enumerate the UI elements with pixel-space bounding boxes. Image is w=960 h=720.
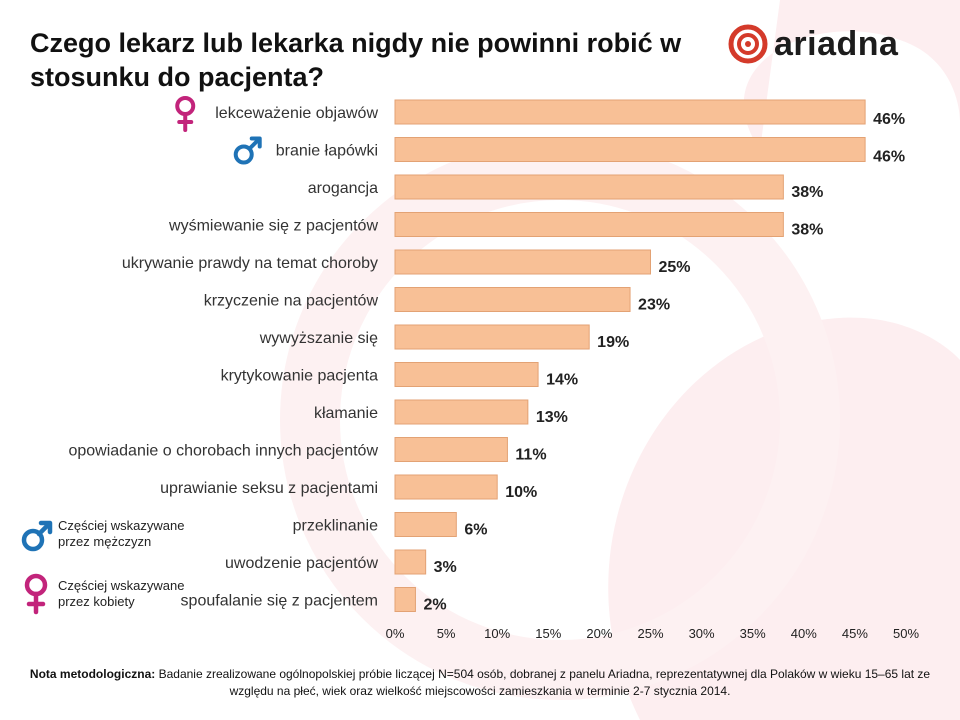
category-label: ukrywanie prawdy na temat choroby <box>122 255 378 272</box>
x-tick-label: 35% <box>740 626 766 641</box>
data-label: 46% <box>873 149 905 166</box>
data-label: 6% <box>464 522 487 539</box>
bar <box>394 587 416 612</box>
data-label: 3% <box>434 559 457 576</box>
category-label: uwodzenie pacjentów <box>225 555 378 572</box>
bar <box>394 249 651 275</box>
data-label: 13% <box>536 409 568 426</box>
bar <box>394 324 590 350</box>
male-marker-head <box>249 136 262 149</box>
category-label: przeklinanie <box>293 518 378 535</box>
data-label: 14% <box>546 372 578 389</box>
category-label: kłamanie <box>314 405 378 422</box>
data-label: 11% <box>515 447 546 464</box>
brand-logo: ariadna <box>728 24 898 64</box>
data-label: 19% <box>597 334 629 351</box>
methodology-note: Nota metodologiczna: Badanie zrealizowan… <box>20 666 940 700</box>
male-marker-arrow <box>247 137 261 151</box>
bar <box>394 362 539 387</box>
bar <box>394 437 508 462</box>
x-tick-label: 30% <box>689 626 715 641</box>
category-label: wywyższanie się <box>259 330 378 347</box>
category-label: krzyczenie na pacjentów <box>204 293 379 310</box>
bar <box>394 287 631 312</box>
x-tick-label: 10% <box>484 626 510 641</box>
category-label: krytykowanie pacjenta <box>221 368 379 385</box>
x-tick-label: 0% <box>386 626 405 641</box>
logo-text: ariadna <box>774 24 899 63</box>
x-tick-label: 40% <box>791 626 817 641</box>
x-tick-label: 45% <box>842 626 868 641</box>
x-tick-label: 20% <box>586 626 612 641</box>
x-tick-label: 15% <box>535 626 561 641</box>
data-label: 25% <box>659 259 691 276</box>
male-symbol-icon <box>21 520 53 552</box>
category-label: branie łapówki <box>276 143 378 160</box>
data-label: 23% <box>638 297 670 314</box>
data-label: 38% <box>791 222 823 239</box>
category-label: lekceważenie objawów <box>215 105 378 122</box>
note-label: Nota metodologiczna: <box>29 667 156 681</box>
male-marker-icon <box>233 144 254 165</box>
category-label: opowiadanie o chorobach innych pacjentów <box>68 443 378 460</box>
note-text: Badanie zrealizowane ogólnopolskiej prób… <box>158 667 931 698</box>
x-tick-label: 25% <box>637 626 663 641</box>
legend-female: Częściej wskazywane przez kobiety <box>58 578 185 609</box>
female-marker-icon <box>175 96 196 116</box>
bar <box>394 549 427 575</box>
x-tick-label: 50% <box>893 626 919 641</box>
bar <box>394 137 866 162</box>
female-symbol-icon <box>24 573 48 615</box>
category-label: uprawianie seksu z pacjentami <box>160 480 378 497</box>
category-label: spoufalanie się z pacjentem <box>181 593 378 610</box>
bar <box>394 174 784 200</box>
x-tick-label: 5% <box>437 626 456 641</box>
bar <box>394 99 866 125</box>
category-label: wyśmiewanie się z pacjentów <box>168 218 378 235</box>
data-label: 2% <box>423 597 446 614</box>
data-label: 10% <box>505 484 537 501</box>
bar <box>394 399 529 425</box>
category-label: arogancja <box>308 180 378 197</box>
page-title: Czego lekarz lub lekarka nigdy nie powin… <box>30 28 682 92</box>
ariadna-swirl-icon <box>728 24 768 64</box>
legend-male: Częściej wskazywane przez mężczyzn <box>58 518 185 549</box>
data-label: 38% <box>791 184 823 201</box>
data-label: 46% <box>873 111 905 128</box>
bar <box>394 474 498 500</box>
bar <box>394 512 457 537</box>
bar <box>394 212 784 237</box>
